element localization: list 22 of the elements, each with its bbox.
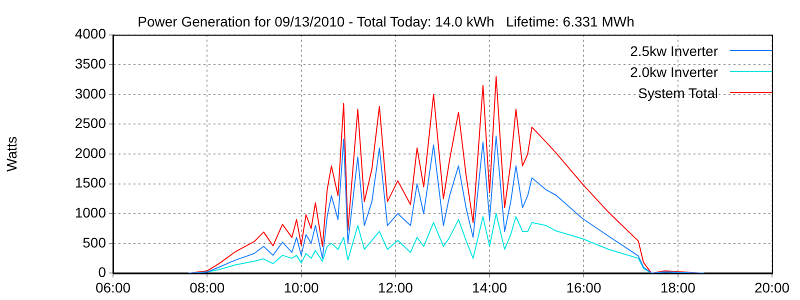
x-tick-label: 12:00	[378, 279, 414, 296]
x-tick-label: 10:00	[284, 279, 320, 296]
y-tick-label: 2000	[74, 144, 106, 161]
x-tick-label: 06:00	[95, 279, 131, 296]
chart-title: Power Generation for 09/13/2010 - Total Today: 14.0 kWh Lifetime: 6.331 MWh	[138, 13, 634, 30]
y-axis-title: Watts	[3, 136, 20, 172]
legend-label: 2.0kw Inverter	[630, 64, 718, 80]
y-tick-label: 0	[98, 264, 106, 280]
y-tick-label: 1000	[74, 204, 106, 220]
y-tick-label: 4000	[74, 26, 106, 42]
y-tick-label: 3500	[74, 55, 106, 72]
y-tick-label: 500	[82, 234, 106, 250]
x-tick-label: 20:00	[754, 279, 790, 296]
x-tick-label: 18:00	[660, 279, 696, 296]
y-tick-label: 2500	[74, 115, 106, 132]
x-tick-label: 14:00	[472, 279, 508, 296]
y-tick-label: 1500	[74, 174, 106, 191]
x-tick-label: 16:00	[566, 279, 602, 296]
legend-label: 2.5kw Inverter	[630, 42, 718, 58]
y-tick-label: 3000	[74, 85, 106, 102]
x-tick-label: 08:00	[190, 279, 225, 296]
legend-label: System Total	[638, 84, 718, 100]
